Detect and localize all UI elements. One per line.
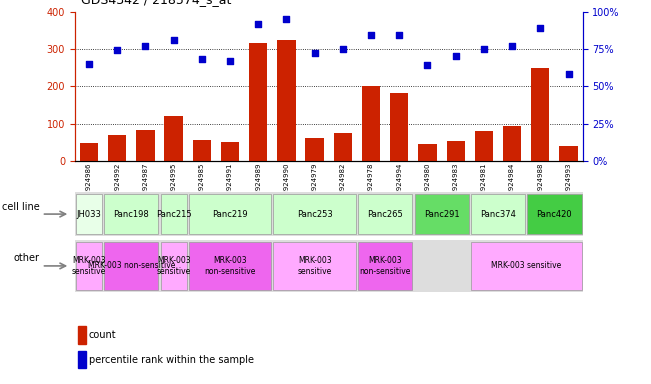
Bar [559,146,577,161]
Bar [447,141,465,161]
Bar [362,86,380,161]
Point [112,47,122,53]
Bar [471,194,525,234]
Bar [531,68,549,161]
Bar [415,194,469,234]
Bar [76,194,102,234]
Point [563,71,574,78]
Text: Panc265: Panc265 [367,210,403,218]
Text: JH033: JH033 [77,210,102,218]
Text: MRK-003 non-sensitive: MRK-003 non-sensitive [88,262,175,270]
Bar [104,194,158,234]
Point [225,58,235,64]
Bar [161,242,187,290]
Text: GDS4342 / 218574_s_at: GDS4342 / 218574_s_at [81,0,232,6]
Text: Panc253: Panc253 [297,210,333,218]
Text: Panc420: Panc420 [536,210,572,218]
Point [366,32,376,38]
Text: MRK-003
non-sensitive: MRK-003 non-sensitive [359,256,411,276]
Text: MRK-003
non-sensitive: MRK-003 non-sensitive [204,256,256,276]
Bar [390,93,408,161]
Bar [358,194,412,234]
Point [535,25,546,31]
Point [281,16,292,22]
Text: Panc291: Panc291 [424,210,460,218]
Point [253,20,264,26]
Point [450,53,461,60]
Bar [78,326,85,344]
Point [338,46,348,52]
Bar [249,43,268,161]
Point [309,50,320,56]
Bar [104,242,158,290]
Bar [503,126,521,161]
Text: count: count [89,330,116,340]
Bar [334,133,352,161]
Text: MRK-003
sensitive: MRK-003 sensitive [72,256,106,276]
Point [507,43,518,49]
Point [169,37,179,43]
Bar [475,131,493,161]
Text: Panc215: Panc215 [156,210,191,218]
Bar [189,242,271,290]
Bar [108,135,126,161]
Point [422,62,433,68]
Bar [527,194,581,234]
Bar [419,144,437,161]
Bar [165,116,183,161]
Point [84,61,94,67]
Bar [358,242,412,290]
Point [197,56,207,63]
Text: Panc374: Panc374 [480,210,516,218]
Bar [76,242,102,290]
Bar [305,138,324,161]
Bar [161,194,187,234]
Bar [471,242,581,290]
Text: MRK-003
sensitive: MRK-003 sensitive [298,256,332,276]
Point [140,43,150,49]
Text: percentile rank within the sample: percentile rank within the sample [89,355,254,365]
Text: Panc198: Panc198 [113,210,149,218]
Text: other: other [14,253,39,263]
Text: MRK-003
sensitive: MRK-003 sensitive [156,256,191,276]
Bar [189,194,271,234]
Point [478,46,489,52]
Point [394,32,404,38]
Bar [136,130,154,161]
Text: cell line: cell line [2,202,39,212]
Text: MRK-003 sensitive: MRK-003 sensitive [491,262,561,270]
Bar [193,139,211,161]
Text: Panc219: Panc219 [212,210,248,218]
Bar [221,142,239,161]
Bar [273,242,356,290]
Bar [80,142,98,161]
Bar [273,194,356,234]
Bar [78,351,85,369]
Bar [277,40,296,161]
